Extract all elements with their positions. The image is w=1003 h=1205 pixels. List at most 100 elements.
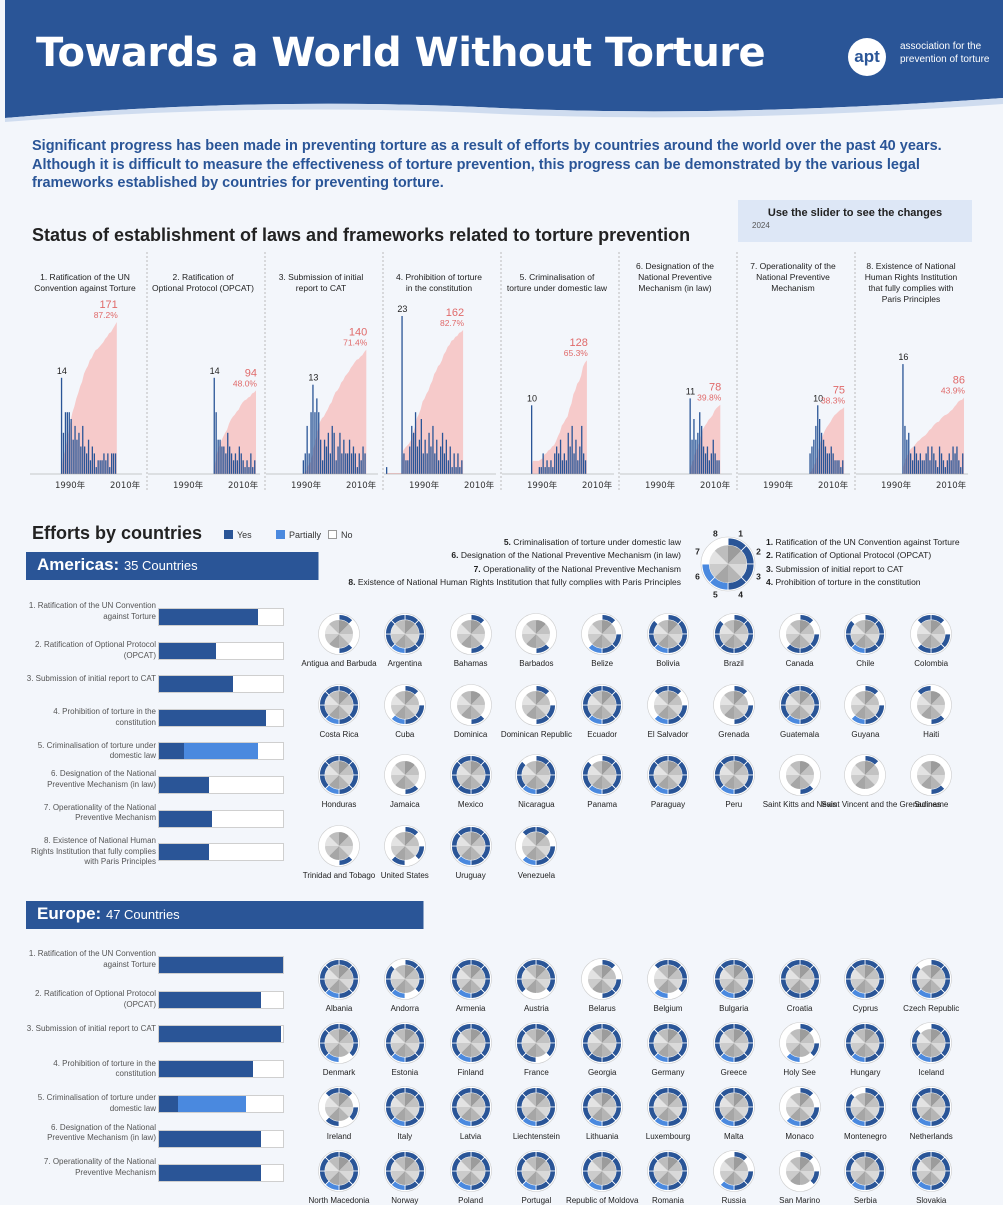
inner-wedge: [404, 704, 419, 715]
country-item[interactable]: Czech Republic: [887, 958, 975, 1013]
country-item[interactable]: Antigua and Barbuda: [295, 613, 383, 668]
chart-title: National Preventive: [638, 272, 712, 282]
country-item[interactable]: Costa Rica: [295, 683, 383, 739]
country-item[interactable]: Andorra: [361, 958, 449, 1013]
country-name: Dominica: [453, 729, 488, 739]
country-item[interactable]: Belgium: [624, 958, 712, 1013]
country-item[interactable]: Latvia: [427, 1086, 515, 1141]
country-item[interactable]: El Salvador: [624, 683, 712, 739]
x-tick-label: 1990年: [763, 480, 794, 491]
inner-wedge: [536, 969, 551, 979]
country-item[interactable]: Cyprus: [821, 958, 909, 1013]
inner-wedge: [390, 694, 405, 705]
inner-wedge: [733, 765, 748, 775]
country-item[interactable]: Ireland: [295, 1086, 383, 1141]
country-item[interactable]: Saint Kitts and Nevis: [756, 754, 844, 809]
country-item[interactable]: San Marino: [756, 1150, 844, 1205]
country-item[interactable]: Germany: [624, 1022, 712, 1077]
country-item[interactable]: Liechtenstein: [492, 1086, 580, 1141]
country-item[interactable]: Cuba: [361, 683, 449, 739]
country-item[interactable]: Montenegro: [821, 1086, 909, 1141]
country-item[interactable]: Jamaica: [361, 754, 449, 809]
inner-wedge: [931, 1043, 946, 1053]
country-item[interactable]: Saint Vincent and the Grenadines: [821, 754, 941, 809]
inner-wedge: [728, 564, 747, 578]
country-donut: [515, 683, 558, 726]
country-item[interactable]: Haiti: [887, 683, 975, 739]
country-item[interactable]: Bulgaria: [690, 958, 778, 1013]
country-item[interactable]: Peru: [690, 754, 778, 809]
inner-wedge: [653, 1043, 668, 1053]
country-item[interactable]: Mexico: [427, 754, 515, 809]
country-item[interactable]: Georgia: [558, 1022, 646, 1077]
country-item[interactable]: Malta: [690, 1086, 778, 1141]
inner-wedge: [733, 969, 748, 979]
country-item[interactable]: Serbia: [821, 1150, 909, 1205]
country-item[interactable]: Brazil: [690, 613, 778, 668]
country-item[interactable]: Bahamas: [427, 613, 515, 668]
annual-bar: [931, 446, 933, 474]
country-donut: [778, 683, 821, 726]
country-item[interactable]: Belize: [558, 613, 646, 668]
country-item[interactable]: Monaco: [756, 1086, 844, 1141]
country-item[interactable]: United States: [361, 824, 449, 880]
country-item[interactable]: Colombia: [887, 613, 975, 668]
country-item[interactable]: Paraguay: [624, 754, 712, 809]
inner-wedge: [588, 1107, 603, 1117]
country-item[interactable]: Luxembourg: [624, 1086, 712, 1141]
country-item[interactable]: Uruguay: [427, 824, 515, 880]
country-item[interactable]: Holy See: [756, 1022, 844, 1077]
inner-wedge: [522, 845, 537, 856]
country-item[interactable]: Albania: [295, 958, 383, 1013]
inner-wedge: [668, 634, 678, 649]
country-item[interactable]: Chile: [821, 613, 909, 668]
country-item[interactable]: Slovakia: [887, 1150, 975, 1205]
annual-bar: [99, 460, 101, 474]
country-item[interactable]: Bolivia: [624, 613, 712, 668]
country-donut: [712, 754, 755, 796]
country-item[interactable]: Lithuania: [558, 1086, 646, 1141]
country-item[interactable]: Dominican Republic: [492, 683, 580, 739]
country-item[interactable]: Hungary: [821, 1022, 909, 1077]
annual-bar: [712, 439, 714, 474]
country-item[interactable]: Iceland: [887, 1022, 975, 1077]
country-item[interactable]: Nicaragua: [492, 754, 580, 809]
inner-wedge: [470, 1107, 485, 1117]
country-item[interactable]: Austria: [492, 958, 580, 1013]
country-item[interactable]: Grenada: [690, 683, 778, 739]
country-item[interactable]: Estonia: [361, 1022, 449, 1077]
country-item[interactable]: Croatia: [756, 958, 844, 1013]
percent-label: 38.3%: [821, 395, 846, 405]
country-item[interactable]: Dominica: [427, 683, 515, 739]
country-item[interactable]: Italy: [361, 1086, 449, 1141]
country-item[interactable]: Guyana: [821, 683, 909, 739]
country-item[interactable]: Norway: [361, 1150, 449, 1205]
country-item[interactable]: Netherlands: [887, 1086, 975, 1141]
country-item[interactable]: Greece: [690, 1022, 778, 1077]
country-item[interactable]: Armenia: [427, 958, 515, 1013]
country-item[interactable]: Finland: [427, 1022, 515, 1077]
country-item[interactable]: Suriname: [887, 754, 975, 809]
country-item[interactable]: Trinidad and Tobago: [295, 824, 383, 880]
country-item[interactable]: Argentina: [361, 613, 449, 668]
country-item[interactable]: Canada: [756, 613, 844, 668]
country-item[interactable]: France: [492, 1022, 580, 1077]
country-item[interactable]: Venezuela: [492, 824, 580, 880]
country-item[interactable]: Panama: [558, 754, 646, 809]
country-item[interactable]: Barbados: [492, 613, 580, 668]
bar-yes-fill: [159, 709, 266, 726]
country-item[interactable]: Denmark: [295, 1022, 383, 1077]
inner-wedge: [855, 690, 866, 705]
region-title: Europe:: [37, 904, 102, 923]
country-item[interactable]: Honduras: [295, 754, 383, 809]
year-slider[interactable]: Use the slider to see the changes 2024: [738, 200, 972, 242]
inner-wedge: [588, 634, 603, 644]
country-item[interactable]: Poland: [427, 1150, 515, 1205]
annual-bar: [322, 460, 324, 474]
country-item[interactable]: Guatemala: [756, 683, 844, 739]
chart-title: report to CAT: [296, 283, 346, 293]
header-banner: Towards a World Without Torture apt asso…: [0, 0, 1003, 122]
country-item[interactable]: Ecuador: [558, 683, 646, 739]
country-item[interactable]: Belarus: [558, 958, 646, 1013]
